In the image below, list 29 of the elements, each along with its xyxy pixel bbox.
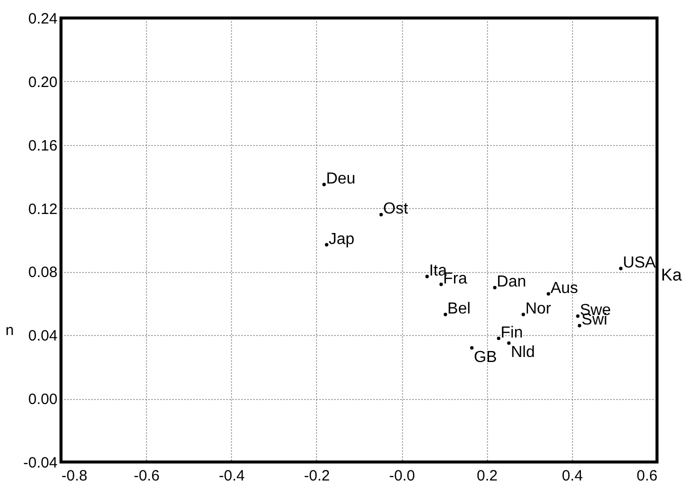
text: Ka <box>661 266 682 285</box>
x-tick-label: 0.6 <box>636 468 658 484</box>
annotation: Bel <box>447 300 471 318</box>
annotation: USA <box>622 254 656 272</box>
y-tick-label: 0.04 <box>28 328 58 345</box>
annotation: Deu <box>326 170 356 188</box>
annotation: Dan <box>496 274 526 291</box>
x-tick-label: -0.6 <box>134 468 160 484</box>
x-tick-label: -0.2 <box>304 468 330 484</box>
y-tick-label: 0.24 <box>28 10 58 28</box>
annotation: Jap <box>328 230 355 248</box>
x-tick-label: -0.0 <box>389 468 415 484</box>
annotation: Aus <box>550 280 578 297</box>
annotation: Nor <box>525 300 552 318</box>
x-tick-label: -0.8 <box>62 468 88 484</box>
y-tick-label: 0.08 <box>28 264 58 282</box>
annotation: Nld <box>510 344 535 362</box>
x-tick-label: 0.2 <box>476 468 498 484</box>
y-tick-label: 0.16 <box>28 137 58 154</box>
y-axis-title: n <box>6 322 14 340</box>
annotation: Ost <box>383 200 409 218</box>
y-tick-label: -0.04 <box>23 454 58 472</box>
x-tick-label: -0.4 <box>218 468 245 484</box>
y-tick-label: 0.12 <box>28 200 58 218</box>
annotation: Fin <box>500 324 523 342</box>
annotation: GB <box>474 348 497 366</box>
y-tick-label: 0.20 <box>28 74 58 91</box>
y-tick-label: 0.00 <box>28 391 58 408</box>
x-tick-label: 0.4 <box>562 468 583 484</box>
